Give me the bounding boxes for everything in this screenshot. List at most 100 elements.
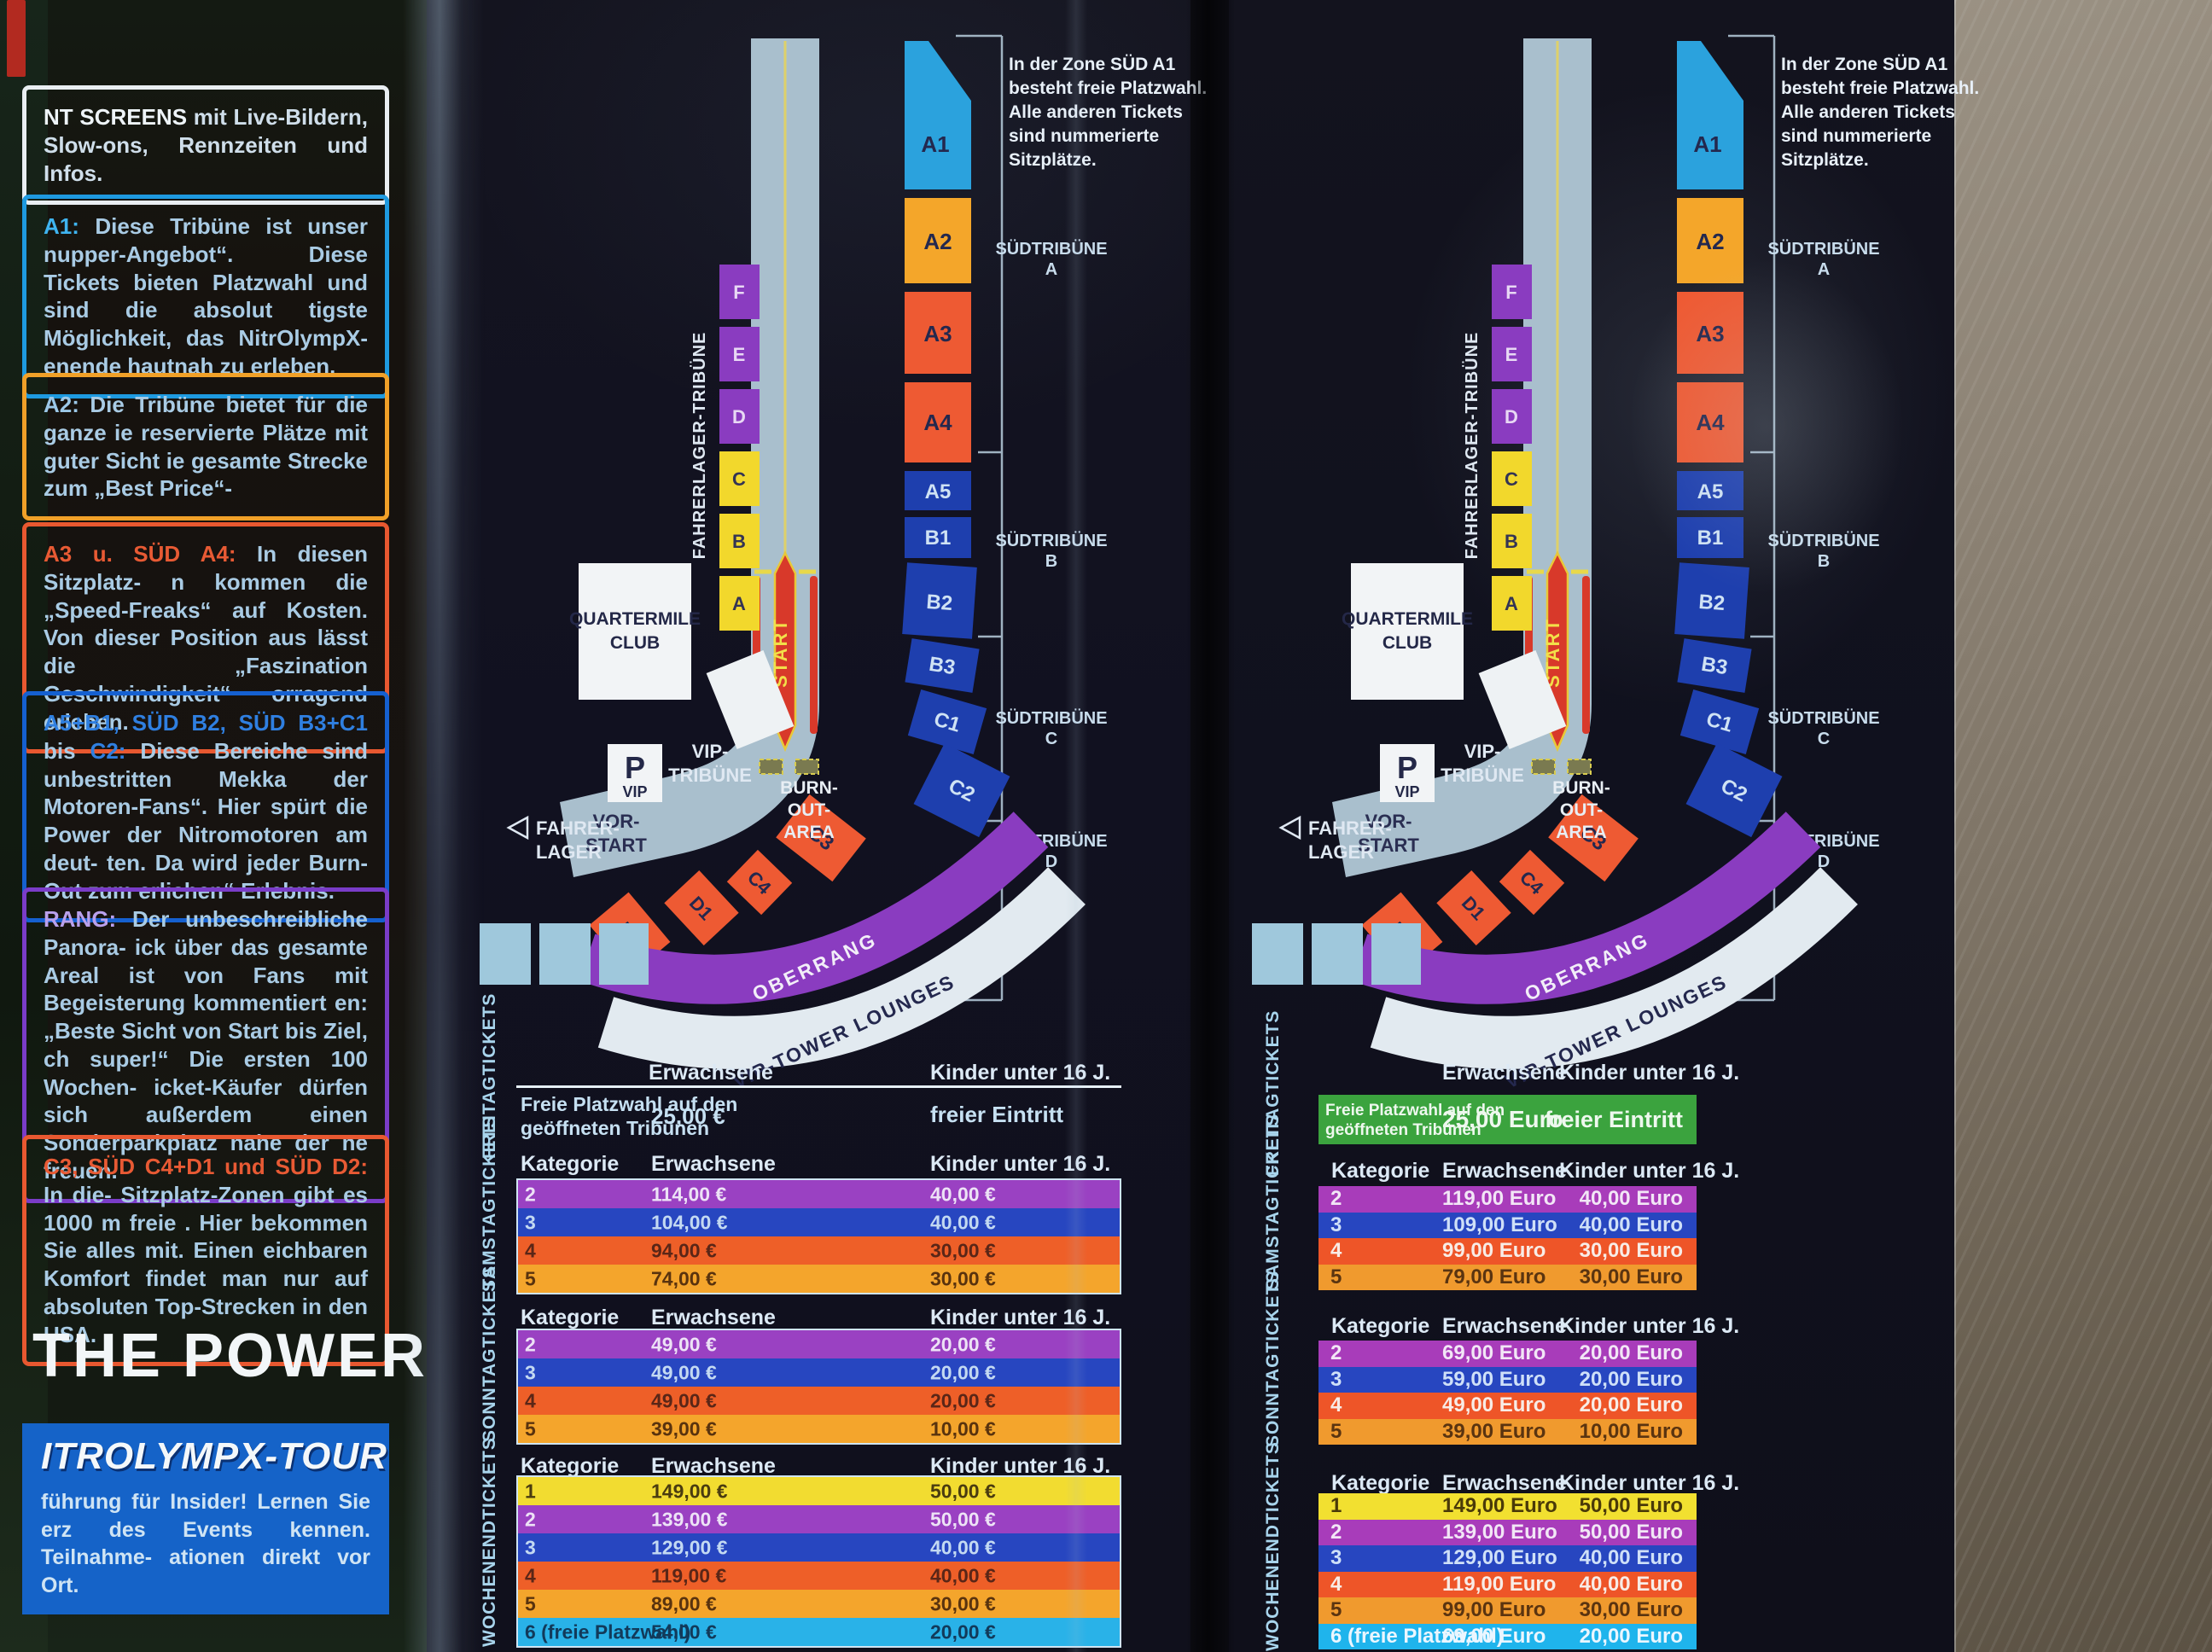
header-erwachsene: Erwachsene bbox=[649, 1061, 773, 1085]
cell-kinder: 40,00 € bbox=[930, 1536, 996, 1558]
freitag-price-erwachsene: 25,00 Euro bbox=[1442, 1106, 1563, 1132]
left-info-panel: NT SCREENS mit Live-Bildern, Slow-ons, R… bbox=[22, 0, 427, 1652]
cell-kategorie: 2 bbox=[1330, 1520, 1342, 1544]
cell-erwachsene: 74,00 € bbox=[651, 1267, 717, 1289]
cell-kategorie: 3 bbox=[1330, 1546, 1342, 1570]
cell-kinder: 20,00 € bbox=[930, 1389, 996, 1411]
right-panel: Erwachsene Kinder unter 16 J. FREITAGTIC… bbox=[1229, 0, 1954, 1652]
tour-promo-box: ITROLYMPX-TOUR führung für Insider! Lern… bbox=[22, 1423, 389, 1614]
cell-kinder: 10,00 € bbox=[930, 1417, 996, 1440]
cell-kinder: 30,00 € bbox=[930, 1592, 996, 1614]
cell-kinder: 20,00 € bbox=[930, 1361, 996, 1383]
header-rule bbox=[516, 1085, 1121, 1088]
block-lead: NT SCREENS bbox=[44, 104, 188, 130]
cell-erwachsene: 119,00 Euro bbox=[1442, 1187, 1557, 1211]
cell-kategorie: 1 bbox=[525, 1480, 536, 1502]
info-block-a1: A1: Diese Tribüne ist unser nupper-Angeb… bbox=[22, 195, 389, 398]
header-kategorie: Kategorie bbox=[521, 1152, 620, 1176]
label-wochenend-tickets: WOCHENENDTICKETS bbox=[480, 1437, 499, 1647]
cell-kinder: 30,00 Euro bbox=[1579, 1239, 1683, 1263]
header-kinder: Kinder unter 16 J. bbox=[930, 1152, 1111, 1176]
cell-kategorie: 2 bbox=[525, 1508, 536, 1530]
cell-kinder: 40,00 € bbox=[930, 1183, 996, 1205]
cell-kinder: 50,00 € bbox=[930, 1480, 996, 1502]
price-row: 3 59,00 Euro 20,00 Euro bbox=[1318, 1366, 1697, 1393]
cell-kategorie: 6 (freie Platzwahl) bbox=[525, 1620, 691, 1643]
cell-kategorie: 2 bbox=[525, 1333, 536, 1355]
cell-kategorie: 4 bbox=[1330, 1572, 1342, 1596]
cell-kinder: 30,00 Euro bbox=[1579, 1265, 1683, 1288]
freitag-price-kinder: freier Eintritt bbox=[1544, 1107, 1683, 1132]
brochure-page-edge bbox=[1953, 0, 1956, 1652]
price-table-wochenend-middle: 1 149,00 € 50,00 € 2 139,00 € 50,00 € 3 … bbox=[516, 1475, 1121, 1648]
price-row: 4 99,00 Euro 30,00 Euro bbox=[1318, 1238, 1697, 1265]
header-kategorie: Kategorie bbox=[1331, 1314, 1430, 1338]
cell-erwachsene: 49,00 € bbox=[651, 1361, 717, 1383]
cell-kategorie: 5 bbox=[1330, 1419, 1342, 1443]
price-table-samstag-middle: 2 114,00 € 40,00 € 3 104,00 € 40,00 € 4 … bbox=[516, 1178, 1121, 1294]
price-row: 6 (freie Platzwahl) 54,00 € 20,00 € bbox=[518, 1618, 1120, 1646]
price-row: 4 49,00 € 20,00 € bbox=[518, 1387, 1120, 1415]
cell-kategorie: 4 bbox=[525, 1239, 536, 1261]
price-row: 5 99,00 Euro 30,00 Euro bbox=[1318, 1597, 1697, 1624]
block-text: Der unbeschreibliche Panora- ick über da… bbox=[44, 906, 368, 1184]
cell-kategorie: 5 bbox=[525, 1592, 536, 1614]
cell-kategorie: 5 bbox=[1330, 1265, 1342, 1288]
header-kinder: Kinder unter 16 J. bbox=[930, 1454, 1111, 1478]
cell-kinder: 50,00 € bbox=[930, 1508, 996, 1530]
price-row: 5 39,00 Euro 10,00 Euro bbox=[1318, 1418, 1697, 1445]
header-kinder: Kinder unter 16 J. bbox=[1559, 1314, 1740, 1338]
price-row: 4 119,00 Euro 40,00 Euro bbox=[1318, 1571, 1697, 1597]
wood-table-background bbox=[1954, 0, 2212, 1652]
block-lead: A1: bbox=[44, 213, 79, 239]
price-row: 1 149,00 Euro 50,00 Euro bbox=[1318, 1493, 1697, 1520]
cell-kategorie: 2 bbox=[525, 1183, 536, 1205]
header-kategorie: Kategorie bbox=[521, 1454, 620, 1478]
cell-kategorie: 2 bbox=[1330, 1187, 1342, 1211]
cell-erwachsene: 59,00 Euro bbox=[1442, 1367, 1546, 1391]
cell-erwachsene: 39,00 Euro bbox=[1442, 1419, 1546, 1443]
cell-erwachsene: 109,00 Euro bbox=[1442, 1213, 1557, 1236]
price-row: 3 129,00 € 40,00 € bbox=[518, 1533, 1120, 1562]
cell-erwachsene: 104,00 € bbox=[651, 1211, 728, 1233]
cell-erwachsene: 119,00 Euro bbox=[1442, 1572, 1557, 1596]
cell-erwachsene: 49,00 € bbox=[651, 1333, 717, 1355]
track-map-middle bbox=[478, 26, 1144, 1050]
cell-erwachsene: 79,00 Euro bbox=[1442, 1265, 1546, 1288]
price-row: 2 69,00 Euro 20,00 Euro bbox=[1318, 1341, 1697, 1367]
cell-kinder: 50,00 Euro bbox=[1579, 1520, 1683, 1544]
cell-kinder: 20,00 € bbox=[930, 1333, 996, 1355]
cell-erwachsene: 129,00 Euro bbox=[1442, 1546, 1557, 1570]
label-sonntag-tickets: SONNTAGTICKETS bbox=[480, 1265, 499, 1442]
info-block-a5-c2: A5+B1, SÜD B2, SÜD B3+C1 bis C2: Diese B… bbox=[22, 691, 389, 923]
cell-kategorie: 4 bbox=[1330, 1393, 1342, 1417]
freitag-desc: Freie Platzwahl auf den bbox=[1325, 1102, 1505, 1120]
cell-kinder: 40,00 Euro bbox=[1579, 1546, 1683, 1570]
cell-kategorie: 1 bbox=[1330, 1494, 1342, 1518]
cell-kinder: 40,00 € bbox=[930, 1211, 996, 1233]
red-accent-bar bbox=[7, 0, 26, 77]
block-text: Diese Bereiche sind unbestritten Mekka d… bbox=[44, 737, 368, 904]
cell-erwachsene: 99,00 Euro bbox=[1442, 1598, 1546, 1622]
price-row: 2 119,00 Euro 40,00 Euro bbox=[1318, 1186, 1697, 1213]
cell-kinder: 30,00 € bbox=[930, 1267, 996, 1289]
cell-kategorie: 4 bbox=[1330, 1239, 1342, 1263]
cell-erwachsene: 89,00 € bbox=[651, 1592, 717, 1614]
fold-shadow bbox=[1186, 0, 1234, 1652]
header-erwachsene: Erwachsene bbox=[1442, 1061, 1567, 1085]
price-row: 3 129,00 Euro 40,00 Euro bbox=[1318, 1545, 1697, 1572]
price-table-sonntag-middle: 2 49,00 € 20,00 € 3 49,00 € 20,00 € 4 49… bbox=[516, 1329, 1121, 1445]
block-lead: RANG: bbox=[44, 906, 117, 932]
header-kinder: Kinder unter 16 J. bbox=[1559, 1061, 1740, 1085]
header-kinder: Kinder unter 16 J. bbox=[1559, 1159, 1740, 1183]
cell-kategorie: 3 bbox=[525, 1211, 536, 1233]
cell-kinder: 50,00 Euro bbox=[1579, 1494, 1683, 1518]
freitag-row-right: Freie Platzwahl auf den geöffneten Tribü… bbox=[1318, 1095, 1697, 1144]
cell-erwachsene: 129,00 € bbox=[651, 1536, 728, 1558]
cell-kinder: 40,00 Euro bbox=[1579, 1213, 1683, 1236]
block-text: Diese Tribüne ist unser nupper-Angebot“.… bbox=[44, 213, 368, 379]
price-row: 4 94,00 € 30,00 € bbox=[518, 1236, 1120, 1265]
cell-kategorie: 5 bbox=[1330, 1598, 1342, 1622]
cell-erwachsene: 39,00 € bbox=[651, 1417, 717, 1440]
